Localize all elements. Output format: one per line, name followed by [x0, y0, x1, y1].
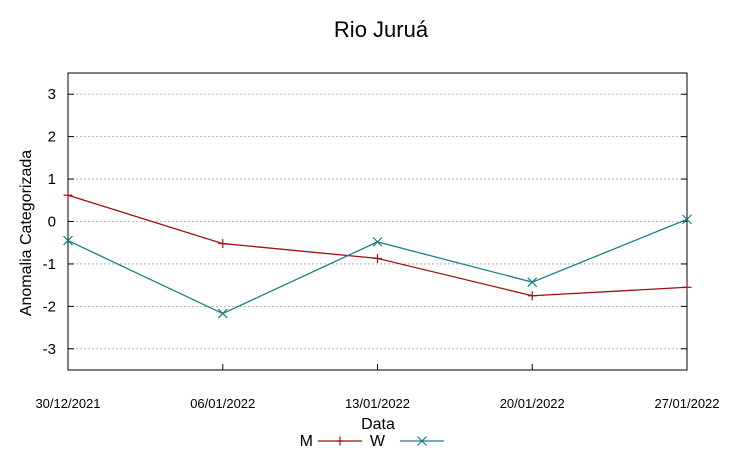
- chart-title: Rio Juruá: [334, 17, 429, 42]
- data-point: [682, 282, 692, 292]
- data-point: [218, 239, 228, 249]
- x-tick-label: 20/01/2022: [500, 396, 565, 411]
- y-axis-ticks: 3 2 1 0 -1 -2 -3: [43, 86, 687, 358]
- data-point: [335, 436, 345, 446]
- y-tick-label: 1: [48, 171, 56, 188]
- legend-item-M: M: [300, 433, 362, 450]
- series-line-M: [67, 194, 688, 297]
- legend-item-W: W: [370, 433, 444, 450]
- series-line-W: [67, 218, 688, 315]
- y-tick-label: 0: [48, 214, 56, 231]
- x-tick-label: 13/01/2022: [345, 396, 410, 411]
- y-tick-label: -1: [43, 256, 56, 273]
- x-axis-ticks: 30/12/2021 06/01/2022 13/01/2022 20/01/2022…: [35, 364, 720, 411]
- y-tick-label: -3: [43, 341, 56, 358]
- y-axis-label: Anomalia Categorizada: [18, 150, 35, 316]
- data-point: [527, 291, 537, 301]
- x-axis-label: Data: [361, 416, 395, 433]
- data-point: [217, 308, 228, 319]
- data-point: [63, 190, 73, 200]
- data-point: [527, 277, 538, 288]
- data-point: [63, 235, 73, 246]
- x-tick-label: 06/01/2022: [190, 396, 255, 411]
- y-tick-label: 3: [48, 86, 56, 103]
- data-point: [372, 236, 383, 247]
- data-point: [682, 214, 692, 225]
- legend-label: M: [300, 433, 313, 450]
- legend-label: W: [370, 433, 386, 450]
- x-tick-label: 27/01/2022: [654, 396, 719, 411]
- y-tick-label: 2: [48, 129, 56, 146]
- x-tick-label: 30/12/2021: [35, 396, 100, 411]
- grid: [68, 93, 687, 350]
- data-point: [373, 253, 382, 263]
- data-point: [417, 436, 427, 446]
- y-tick-label: -2: [43, 298, 56, 315]
- series: [63, 190, 692, 319]
